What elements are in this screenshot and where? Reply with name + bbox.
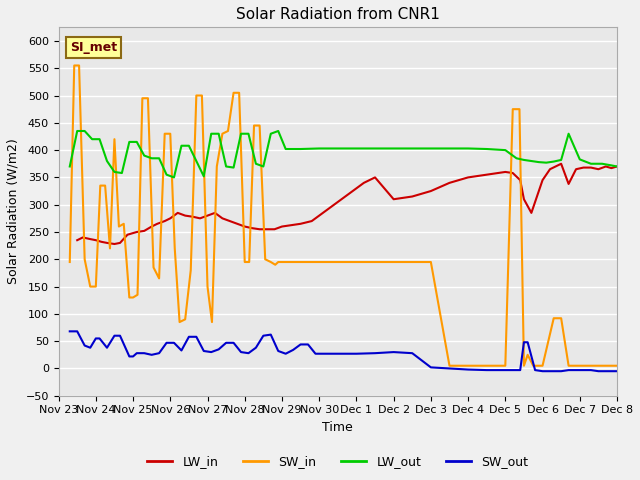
Text: SI_met: SI_met [70, 41, 117, 54]
Y-axis label: Solar Radiation (W/m2): Solar Radiation (W/m2) [7, 139, 20, 284]
Legend: LW_in, SW_in, LW_out, SW_out: LW_in, SW_in, LW_out, SW_out [143, 450, 533, 473]
Title: Solar Radiation from CNR1: Solar Radiation from CNR1 [236, 7, 440, 22]
X-axis label: Time: Time [323, 421, 353, 434]
